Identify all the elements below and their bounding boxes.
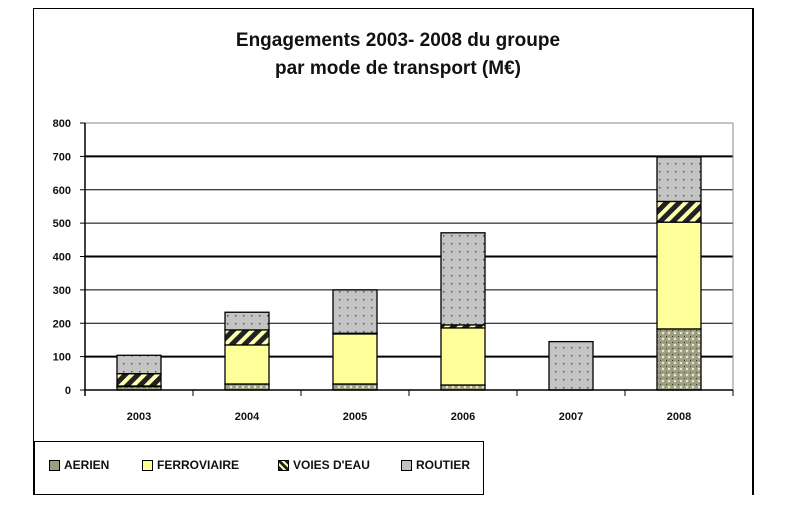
bar-ferroviaire-2005 [332,333,378,385]
legend-swatch [142,459,153,471]
y-tick-label: 700 [53,151,71,163]
legend-item-routier: ROUTIER [401,458,470,472]
y-tick-label: 800 [53,118,71,130]
legend-label: ROUTIER [416,458,470,472]
bar-routier-2007 [548,340,594,391]
bar-voies-d-eau-2008 [656,200,702,223]
chart-title: Engagements 2003- 2008 du groupe [235,30,561,51]
legend-swatch [278,459,289,471]
legend-swatch [401,459,412,471]
x-tick-label: 2007 [559,411,583,423]
bar-aerien-2006 [440,384,486,391]
legend-label: AERIEN [64,458,110,472]
legend-item-aerien: AERIEN [49,458,109,472]
x-tick-label: 2004 [235,411,260,423]
bar-routier-2005 [332,289,378,334]
bar-routier-2008 [656,156,702,203]
x-tick-label: 2005 [343,411,367,423]
y-tick-label: 500 [53,218,71,230]
legend: AERIEN FERROVIAIRE VOIES D'EAU ROUTIER [33,441,484,495]
x-tick-label: 2006 [451,411,475,423]
bar-voies-d-eau-2004 [224,329,270,346]
bar-routier-2006 [440,232,486,326]
x-tick-label: 2008 [667,411,691,423]
bar-routier-2003 [116,354,162,375]
legend-item-voies-deau: VOIES D'EAU [278,458,370,472]
y-tick-label: 300 [53,285,71,297]
legend-label: FERROVIAIRE [157,458,240,472]
legend-label: VOIES D'EAU [293,458,370,472]
y-tick-label: 600 [53,185,71,197]
chart-subtitle: par mode de transport (M€) [275,58,521,79]
bar-ferroviaire-2004 [224,344,270,385]
y-tick-label: 200 [53,318,71,330]
bar-ferroviaire-2006 [440,327,486,386]
bar-aerien-2005 [332,383,378,391]
bar-voies-d-eau-2003 [116,372,162,387]
bar-aerien-2004 [224,383,270,391]
legend-swatch [49,459,60,471]
bar-aerien-2008 [656,328,702,391]
y-tick-label: 400 [53,252,71,264]
y-tick-label: 0 [65,385,71,397]
y-tick-label: 100 [53,352,71,364]
chart-frame [33,8,754,495]
x-tick-label: 2003 [127,411,151,423]
bar-ferroviaire-2008 [656,221,702,330]
legend-item-ferroviaire: FERROVIAIRE [142,458,239,472]
bar-routier-2004 [224,311,270,331]
